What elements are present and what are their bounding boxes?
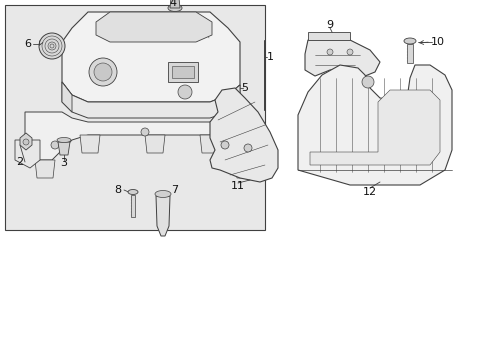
Text: 2: 2 <box>17 157 23 167</box>
Polygon shape <box>235 160 254 178</box>
Circle shape <box>326 49 332 55</box>
Text: 9: 9 <box>326 20 333 30</box>
Circle shape <box>23 139 29 145</box>
Polygon shape <box>200 135 220 153</box>
Circle shape <box>244 144 251 152</box>
Polygon shape <box>168 62 198 82</box>
Circle shape <box>94 63 112 81</box>
Circle shape <box>346 49 352 55</box>
Polygon shape <box>62 82 240 118</box>
Polygon shape <box>309 90 439 165</box>
Circle shape <box>178 85 192 99</box>
Circle shape <box>51 141 59 149</box>
Polygon shape <box>209 88 278 182</box>
Ellipse shape <box>128 189 138 194</box>
Ellipse shape <box>57 138 71 143</box>
Polygon shape <box>25 112 260 160</box>
Ellipse shape <box>168 4 182 12</box>
Ellipse shape <box>403 38 415 44</box>
Polygon shape <box>5 5 264 230</box>
Circle shape <box>361 76 373 88</box>
Polygon shape <box>227 85 240 112</box>
Polygon shape <box>35 160 55 178</box>
Polygon shape <box>58 142 70 155</box>
Polygon shape <box>305 40 379 78</box>
Circle shape <box>221 141 228 149</box>
Polygon shape <box>240 140 269 165</box>
Polygon shape <box>96 12 212 42</box>
Polygon shape <box>156 196 170 236</box>
Text: 5: 5 <box>241 83 248 93</box>
Polygon shape <box>297 65 451 185</box>
Circle shape <box>141 128 149 136</box>
Text: 12: 12 <box>362 187 376 197</box>
Circle shape <box>89 58 117 86</box>
Polygon shape <box>62 82 72 112</box>
Polygon shape <box>307 32 349 40</box>
Ellipse shape <box>155 190 171 198</box>
Polygon shape <box>145 135 164 153</box>
Circle shape <box>39 33 65 59</box>
Text: 10: 10 <box>430 37 444 47</box>
Polygon shape <box>20 133 32 150</box>
Text: 6: 6 <box>24 39 31 49</box>
Text: 11: 11 <box>230 181 244 191</box>
Polygon shape <box>62 12 240 102</box>
Text: 3: 3 <box>61 158 67 168</box>
Polygon shape <box>406 44 412 63</box>
Polygon shape <box>80 135 100 153</box>
Text: 1: 1 <box>266 52 273 62</box>
Polygon shape <box>15 140 40 168</box>
Text: 7: 7 <box>171 185 178 195</box>
Text: 8: 8 <box>114 185 122 195</box>
Polygon shape <box>172 66 194 78</box>
Polygon shape <box>131 195 135 217</box>
Polygon shape <box>170 0 180 8</box>
Text: 4: 4 <box>169 0 176 8</box>
